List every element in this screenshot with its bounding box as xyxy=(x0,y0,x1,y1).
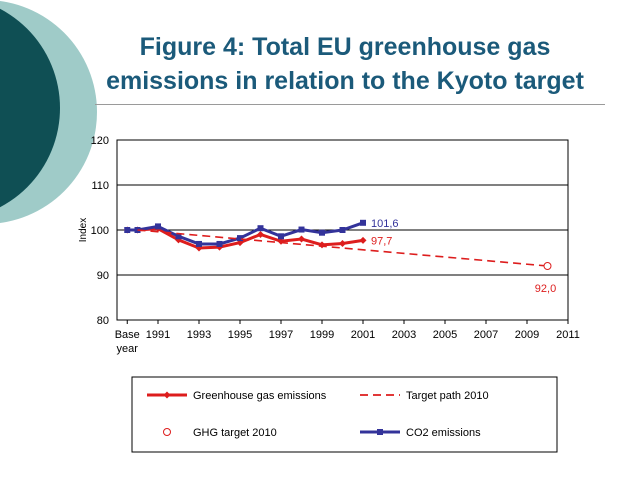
point-co2-0 xyxy=(124,227,131,233)
legend-box xyxy=(131,376,558,453)
point-co2-5 xyxy=(216,240,223,247)
point-ghg-12 xyxy=(359,236,367,244)
y-tick-label-100: 100 xyxy=(91,225,109,237)
point-ghg-7 xyxy=(257,231,264,238)
x-tick-label-1991: 1991 xyxy=(146,329,170,341)
point-co2-6 xyxy=(237,235,243,242)
x-tick-label-2001: 2001 xyxy=(351,329,375,341)
point-co2-11 xyxy=(339,227,346,233)
legend-label-co2: CO2 emissions xyxy=(406,427,481,439)
point-co2-3 xyxy=(175,233,182,240)
point-co2-10 xyxy=(319,229,325,236)
legend-label-ghg: Greenhouse gas emissions xyxy=(193,390,327,402)
point-co2-12 xyxy=(360,219,366,226)
y-tick-label-110: 110 xyxy=(91,180,109,192)
legend-label-target: Target path 2010 xyxy=(406,390,489,402)
slide-decoration xyxy=(0,0,100,260)
x-tick-label-2007: 2007 xyxy=(474,329,498,341)
y-tick-label-90: 90 xyxy=(97,270,109,282)
x-tick-label-2009: 2009 xyxy=(515,329,539,341)
x-tick-label-1999: 1999 xyxy=(310,329,334,341)
label-end-co2: 101,6 xyxy=(371,218,399,230)
legend-marker-ghg xyxy=(163,391,171,399)
series-target-path xyxy=(137,229,548,267)
point-co2-2 xyxy=(155,223,161,230)
x-tick-label-2003: 2003 xyxy=(392,329,416,341)
x-tick-label-2011: 2011 xyxy=(556,329,580,341)
title-underline xyxy=(95,104,605,105)
y-tick-label-120: 120 xyxy=(91,135,109,147)
x-tick-label-1995: 1995 xyxy=(228,329,252,341)
title-line-1: Figure 4: Total EU greenhouse gas xyxy=(139,33,551,61)
point-co2-8 xyxy=(278,233,284,240)
x-tick-label-1997: 1997 xyxy=(269,329,293,341)
x-tick-label-base: Base xyxy=(115,329,140,341)
y-axis-label: Index xyxy=(78,218,89,242)
point-co2-4 xyxy=(196,240,202,247)
x-tick-label-1993: 1993 xyxy=(187,329,211,341)
point-co2-7 xyxy=(257,225,264,232)
label-end-ghg: 97,7 xyxy=(371,235,392,247)
legend-swatch-ghg-target xyxy=(163,428,171,436)
legend-marker-co2 xyxy=(377,429,383,435)
x-tick-label-year: year xyxy=(117,343,139,355)
x-tick-label-2005: 2005 xyxy=(433,329,457,341)
point-ghg-9 xyxy=(298,235,305,243)
legend-label-ghgt: GHG target 2010 xyxy=(193,427,277,439)
point-ghg-target xyxy=(543,262,552,270)
point-co2-9 xyxy=(298,226,305,233)
point-ghg-11 xyxy=(339,240,346,247)
slide-title: Figure 4: Total EU greenhouse gas emissi… xyxy=(60,30,630,98)
label-ghg-target: 92,0 xyxy=(535,283,556,295)
title-line-2: emissions in relation to the Kyoto targe… xyxy=(106,67,584,95)
deco-dark-circle xyxy=(0,8,60,208)
y-tick-label-80: 80 xyxy=(97,315,109,327)
